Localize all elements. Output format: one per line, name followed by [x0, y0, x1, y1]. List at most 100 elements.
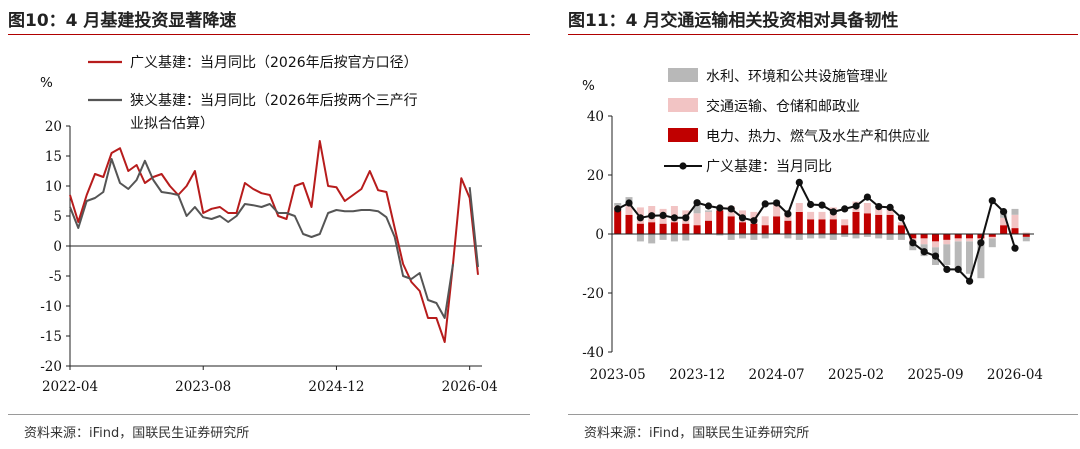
- y-tick-label: 20: [45, 119, 62, 135]
- line-point: [1000, 208, 1008, 216]
- line-point: [863, 193, 871, 201]
- bar-segment: [795, 203, 803, 212]
- legend-label: 广义基建：当月同比: [706, 158, 832, 175]
- bar-segment: [966, 238, 973, 242]
- source-note: 资料来源：iFind，国联民生证券研究所: [584, 426, 810, 441]
- series-line: [69, 140, 479, 343]
- bar-segment: [739, 222, 746, 234]
- bar-segment: [1000, 225, 1008, 234]
- line-point: [682, 214, 690, 222]
- line-point: [1011, 244, 1019, 252]
- bar-segment: [852, 211, 860, 234]
- bar-segment: [943, 244, 951, 265]
- bar-segment: [773, 216, 781, 234]
- bar-segment: [761, 225, 769, 234]
- bar-segment: [932, 241, 939, 248]
- bar-segment: [875, 206, 883, 215]
- legend-swatch: [668, 128, 698, 142]
- y-tick-label: 15: [45, 149, 62, 165]
- bar-segment: [784, 220, 792, 234]
- line-point: [704, 202, 713, 210]
- bar-segment: [875, 234, 883, 239]
- bar-segment: [954, 234, 962, 239]
- legend-swatch: [668, 98, 698, 112]
- bar-segment: [693, 204, 701, 214]
- line-point: [784, 210, 792, 218]
- legend-label: 业拟合估算）: [130, 116, 214, 132]
- bar-segment: [897, 222, 905, 226]
- bar-segment: [636, 223, 644, 234]
- bar-segment: [693, 225, 701, 234]
- line-point: [920, 248, 928, 256]
- y-unit-label: %: [582, 78, 595, 94]
- bar-segment: [897, 234, 905, 240]
- line-point: [829, 208, 837, 216]
- figure-title: 图10：4 月基建投资显著降速: [8, 11, 237, 31]
- bar-segment: [625, 204, 633, 215]
- line-point: [761, 200, 769, 208]
- legend-label: 广义基建：当月同比（2026年后按官方口径）: [130, 54, 418, 71]
- x-tick-label: 2025-02: [828, 367, 884, 383]
- bar-segment: [954, 238, 962, 242]
- bar-segment: [705, 211, 712, 221]
- bar-segment: [818, 211, 826, 220]
- x-tick-label: 2023-12: [669, 367, 725, 383]
- bar-segment: [750, 234, 758, 240]
- bar-segment: [852, 234, 860, 239]
- line-point: [807, 200, 815, 209]
- line-point: [750, 217, 758, 225]
- y-tick-label: 20: [587, 168, 604, 184]
- legend-label: 水利、环境和公共设施管理业: [706, 69, 888, 85]
- x-tick-label: 2023-08: [175, 379, 231, 395]
- line-point: [614, 205, 622, 213]
- bar-segment: [988, 238, 996, 248]
- bar-segment: [886, 214, 894, 234]
- x-tick-label: 2025-09: [907, 367, 963, 383]
- line-point: [727, 205, 735, 213]
- line-point: [897, 214, 906, 222]
- bar-segment: [875, 214, 883, 234]
- line-point: [648, 212, 656, 220]
- bar-segment: [943, 234, 951, 240]
- bar-segment: [682, 223, 690, 234]
- bar-line-chart-right: 40 20 0 -20 -40% 2023-05 2023-12 2024-07 2025-02…: [582, 68, 1043, 383]
- bar-segment: [659, 234, 667, 240]
- bar-segment: [636, 234, 644, 242]
- line-point: [693, 199, 701, 207]
- line-point: [659, 211, 667, 219]
- bar-segment: [682, 234, 690, 241]
- line-point: [954, 265, 962, 273]
- bar-segment: [1022, 236, 1030, 242]
- bar-segment: [863, 234, 871, 237]
- bar-segment: [818, 219, 826, 235]
- figure-title: 图11：4 月交通运输相关投资相对具备韧性: [568, 11, 899, 31]
- bar-segment: [988, 236, 996, 239]
- bar-segment: [693, 213, 701, 226]
- line-point: [795, 178, 803, 186]
- bar-segment: [739, 234, 746, 239]
- bar-segment: [977, 239, 985, 279]
- bar-segment: [1011, 208, 1019, 215]
- x-tick-label: 2024-12: [308, 379, 364, 395]
- bar-segment: [705, 210, 712, 212]
- bar-segment: [954, 241, 962, 268]
- line-point: [716, 204, 724, 212]
- bar-segment: [670, 234, 678, 242]
- line-point: [966, 277, 974, 285]
- bar-segment: [897, 225, 905, 234]
- bar-segment: [909, 234, 917, 239]
- bar-segment: [761, 216, 769, 226]
- bar-segment: [716, 210, 724, 234]
- y-tick-label: -15: [40, 329, 62, 345]
- bar-segment: [807, 219, 815, 235]
- bar-segment: [807, 234, 815, 239]
- line-point: [943, 265, 951, 273]
- bar-segment: [773, 201, 781, 217]
- bar-segment: [886, 234, 894, 240]
- bar-segment: [943, 239, 951, 245]
- line-point: [625, 199, 633, 207]
- bar-segment: [920, 234, 928, 239]
- line-point: [818, 201, 826, 209]
- y-tick-label: -5: [49, 269, 62, 285]
- legend-swatch: [668, 68, 698, 82]
